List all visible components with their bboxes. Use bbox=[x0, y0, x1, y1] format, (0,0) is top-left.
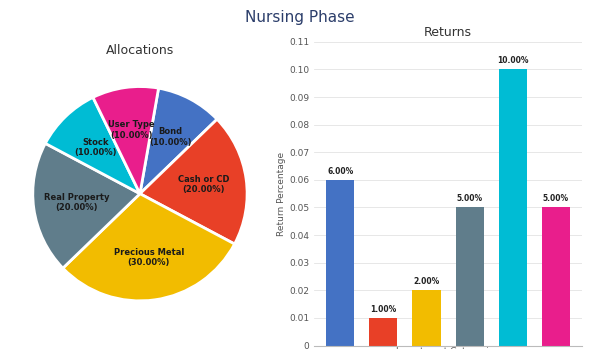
Title: Allocations: Allocations bbox=[106, 44, 174, 57]
Wedge shape bbox=[63, 194, 235, 301]
Title: Returns: Returns bbox=[424, 26, 472, 39]
Text: Nursing Phase: Nursing Phase bbox=[245, 10, 355, 25]
Text: Cash or CD
(20.00%): Cash or CD (20.00%) bbox=[178, 175, 229, 194]
Bar bbox=[370, 318, 397, 346]
Bar bbox=[412, 290, 440, 346]
Text: Stock
(10.00%): Stock (10.00%) bbox=[74, 138, 116, 157]
Text: 6.00%: 6.00% bbox=[327, 167, 353, 176]
Bar bbox=[499, 69, 527, 346]
Wedge shape bbox=[140, 88, 217, 194]
X-axis label: Investment Categories: Investment Categories bbox=[397, 347, 500, 349]
Bar bbox=[455, 208, 484, 346]
Wedge shape bbox=[140, 119, 247, 244]
Text: 10.00%: 10.00% bbox=[497, 56, 529, 65]
Bar bbox=[326, 180, 354, 346]
Text: 1.00%: 1.00% bbox=[370, 305, 397, 314]
Text: 5.00%: 5.00% bbox=[457, 194, 482, 203]
Wedge shape bbox=[46, 97, 140, 194]
Text: Precious Metal
(30.00%): Precious Metal (30.00%) bbox=[114, 248, 184, 267]
Wedge shape bbox=[93, 87, 158, 194]
Text: 2.00%: 2.00% bbox=[413, 277, 440, 286]
Text: Real Property
(20.00%): Real Property (20.00%) bbox=[44, 193, 109, 212]
Text: 5.00%: 5.00% bbox=[543, 194, 569, 203]
Y-axis label: Return Percentage: Return Percentage bbox=[277, 151, 286, 236]
Wedge shape bbox=[33, 143, 140, 268]
Text: Bond
(10.00%): Bond (10.00%) bbox=[149, 127, 191, 147]
Text: User Type
(10.00%): User Type (10.00%) bbox=[107, 120, 154, 140]
Bar bbox=[542, 208, 570, 346]
